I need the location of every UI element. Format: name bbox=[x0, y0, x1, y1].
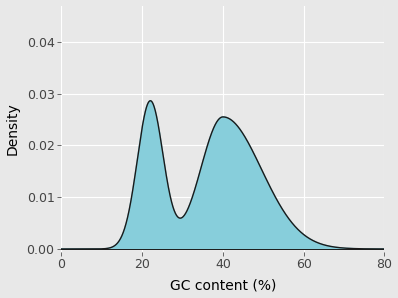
Y-axis label: Density: Density bbox=[6, 102, 20, 155]
X-axis label: GC content (%): GC content (%) bbox=[170, 278, 276, 292]
